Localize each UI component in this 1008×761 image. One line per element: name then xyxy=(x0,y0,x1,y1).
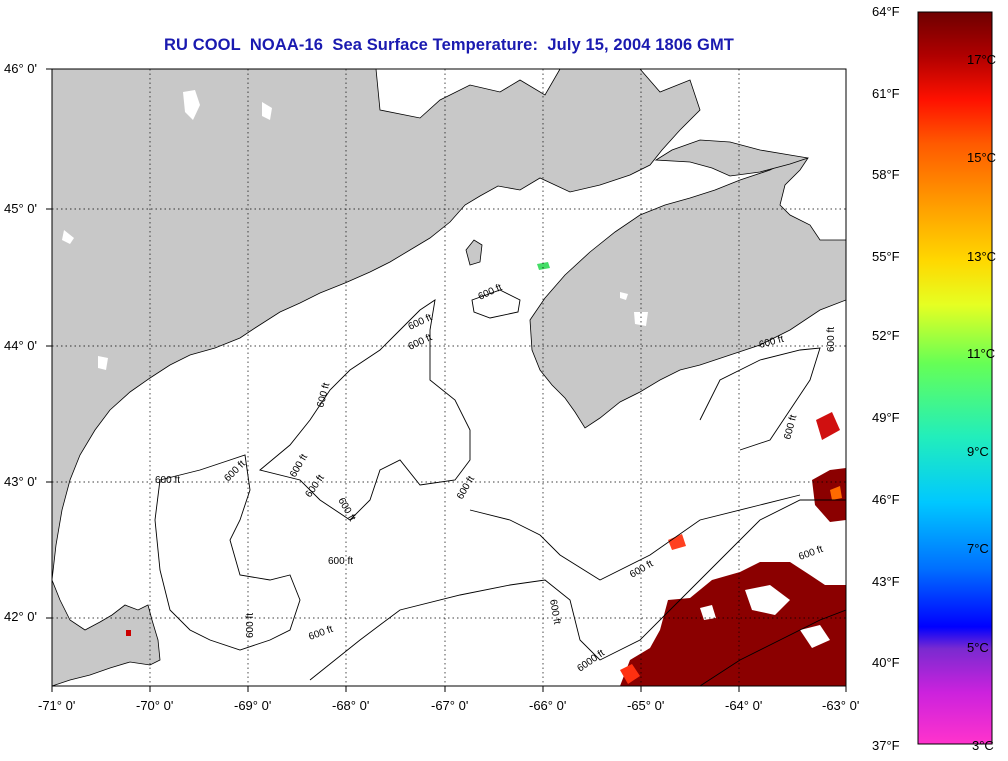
lon-label: -64° 0' xyxy=(725,698,762,713)
celsius-label: 3°C xyxy=(972,738,994,753)
lon-label: -63° 0' xyxy=(822,698,859,713)
fahrenheit-label: 46°F xyxy=(872,492,900,507)
lon-label: -70° 0' xyxy=(136,698,173,713)
lon-label: -71° 0' xyxy=(38,698,75,713)
lon-label: -67° 0' xyxy=(431,698,468,713)
lat-label: 43° 0' xyxy=(4,474,37,489)
axis-ticks xyxy=(46,68,847,692)
celsius-label: 13°C xyxy=(967,249,996,264)
colorbar-fahrenheit-labels: 64°F 61°F 58°F 55°F 52°F 49°F 46°F 43°F … xyxy=(872,4,900,753)
fahrenheit-label: 37°F xyxy=(872,738,900,753)
contour-label: 600 ft xyxy=(245,613,256,638)
sst-warm-patches xyxy=(126,412,846,686)
fahrenheit-label: 40°F xyxy=(872,655,900,670)
lat-label: 45° 0' xyxy=(4,201,37,216)
celsius-label: 11°C xyxy=(967,346,995,361)
contour-label: 600 ft xyxy=(155,475,180,486)
contour-label: 600 ft xyxy=(328,556,353,567)
latitude-labels: 42° 0' 43° 0' 44° 0' 45° 0' 46° 0' xyxy=(4,61,37,624)
colorbar-celsius-labels: 17°C 15°C 13°C 11°C 9°C 7°C 5°C 3°C xyxy=(967,52,996,753)
plot-border xyxy=(51,68,847,687)
land-grand-manan xyxy=(465,239,483,266)
fahrenheit-label: 55°F xyxy=(872,249,900,264)
land-fundy-north xyxy=(654,139,809,177)
fahrenheit-label: 58°F xyxy=(872,167,900,182)
graticule xyxy=(52,69,846,686)
colorbar xyxy=(917,11,993,745)
lon-label: -65° 0' xyxy=(627,698,664,713)
contours-600ft xyxy=(154,289,846,686)
celsius-label: 5°C xyxy=(967,640,989,655)
contour-label: 600 ft xyxy=(826,327,837,352)
longitude-labels: -71° 0' -70° 0' -69° 0' -68° 0' -67° 0' … xyxy=(38,698,859,713)
fahrenheit-label: 49°F xyxy=(872,410,900,425)
lat-label: 42° 0' xyxy=(4,609,37,624)
sst-green-patch xyxy=(537,262,550,270)
lon-label: -66° 0' xyxy=(529,698,566,713)
land-nova-scotia xyxy=(529,157,846,429)
lon-label: -68° 0' xyxy=(332,698,369,713)
lat-label: 44° 0' xyxy=(4,338,37,353)
land-mainland xyxy=(52,69,701,581)
celsius-label: 17°C xyxy=(967,52,996,67)
land-cape-cod xyxy=(52,579,161,686)
celsius-label: 9°C xyxy=(967,444,989,459)
celsius-label: 7°C xyxy=(967,541,989,556)
fahrenheit-label: 61°F xyxy=(872,86,900,101)
fahrenheit-label: 64°F xyxy=(872,4,900,19)
lon-label: -69° 0' xyxy=(234,698,271,713)
celsius-label: 15°C xyxy=(967,150,996,165)
fahrenheit-label: 52°F xyxy=(872,328,900,343)
map-title: RU COOL NOAA-16 Sea Surface Temperature:… xyxy=(164,36,734,54)
fahrenheit-label: 43°F xyxy=(872,574,900,589)
lat-label: 46° 0' xyxy=(4,61,37,76)
contour-label: 600 ft xyxy=(547,599,562,626)
